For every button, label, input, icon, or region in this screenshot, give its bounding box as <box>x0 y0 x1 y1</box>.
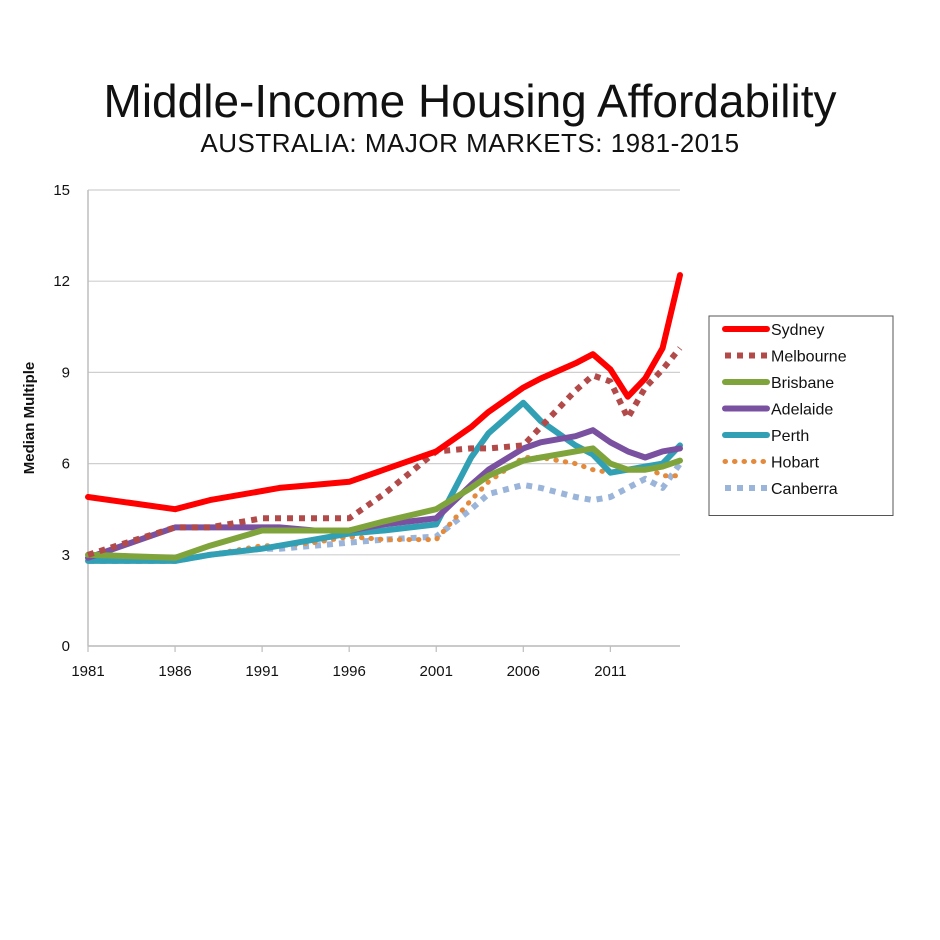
series-line-perth <box>85 399 683 564</box>
y-tick-label: 3 <box>62 547 70 564</box>
y-axis-label: Median Multiple <box>21 362 38 475</box>
gridlines <box>88 189 680 647</box>
legend-label-adelaide: Adelaide <box>771 402 833 419</box>
series-line-melbourne <box>87 346 683 558</box>
series-line-adelaide <box>85 427 683 561</box>
legend-label-hobart: Hobart <box>771 455 820 472</box>
y-tick-label: 15 <box>53 182 70 199</box>
y-tick-label: 9 <box>62 364 70 381</box>
axes <box>87 190 680 647</box>
legend-label-perth: Perth <box>771 428 809 445</box>
legend: Sydney Melbourne Brisbane Adelaide Perth Hoba… <box>708 315 894 516</box>
legend-label-melbourne: Melbourne <box>771 349 847 366</box>
legend-label-sydney: Sydney <box>771 322 824 339</box>
series-line-brisbane <box>85 445 683 561</box>
y-tick-labels: 0 3 6 9 12 15 <box>53 182 70 655</box>
x-tick-label: 2001 <box>420 663 453 680</box>
y-tick-label: 0 <box>62 638 70 655</box>
legend-label-brisbane: Brisbane <box>771 375 834 392</box>
x-tick-label: 1991 <box>245 663 278 680</box>
x-tick-label: 1981 <box>71 663 104 680</box>
series-line-canberra <box>88 461 683 564</box>
chart-subtitle: AUSTRALIA: MAJOR MARKETS: 1981-2015 <box>200 128 740 158</box>
series-line-sydney <box>85 272 683 513</box>
y-tick-label: 12 <box>53 273 70 290</box>
x-tick-label: 1986 <box>158 663 191 680</box>
x-tick-label: 2006 <box>507 663 540 680</box>
x-tick-label: 1996 <box>332 663 365 680</box>
x-tick-label: 2011 <box>594 663 626 680</box>
x-tick-labels: 1981 1986 1991 1996 2001 2006 2011 <box>71 646 626 680</box>
legend-box <box>708 315 894 516</box>
y-tick-label: 6 <box>62 456 70 473</box>
series-lines <box>85 272 683 564</box>
chart-title: Middle-Income Housing Affordability <box>103 75 837 127</box>
legend-label-canberra: Canberra <box>771 481 838 498</box>
